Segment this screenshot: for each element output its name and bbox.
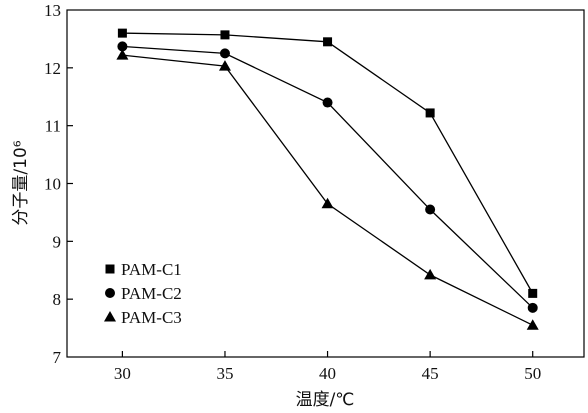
x-tick-label: 35	[216, 364, 233, 383]
y-tick-label: 13	[44, 1, 61, 20]
legend: PAM-C1 PAM-C2 PAM-C3	[104, 260, 182, 327]
y-tick-label: 12	[44, 59, 61, 78]
data-point-circle	[117, 41, 128, 52]
x-axis-ticks: 30 35 40 45 50	[114, 351, 541, 383]
y-axis-ticks: 7 8 9 10 11 12 13	[44, 1, 73, 367]
x-tick-label: 45	[422, 364, 439, 383]
series-line	[122, 32, 534, 294]
series-layer	[116, 28, 539, 330]
y-tick-label: 7	[53, 348, 62, 367]
series-line	[122, 54, 533, 326]
data-point-square	[528, 288, 538, 298]
series-pam-c2	[117, 41, 538, 313]
data-point-circle	[219, 48, 230, 59]
data-point-circle	[425, 204, 436, 215]
data-point-triangle	[424, 268, 437, 280]
legend-label: PAM-C1	[121, 260, 182, 279]
legend-label: PAM-C2	[121, 284, 182, 303]
series-pam-c3	[116, 49, 539, 330]
data-point-square	[425, 108, 435, 118]
data-point-square	[220, 30, 230, 40]
data-point-triangle	[321, 197, 334, 209]
x-tick-label: 50	[524, 364, 541, 383]
y-tick-label: 10	[44, 175, 61, 194]
legend-marker-circle	[105, 288, 115, 298]
data-point-circle	[527, 302, 538, 313]
y-tick-label: 8	[53, 290, 62, 309]
x-tick-label: 40	[319, 364, 336, 383]
series-pam-c1	[117, 28, 538, 298]
y-axis-title: 分子量/10⁶	[11, 140, 31, 225]
legend-label: PAM-C3	[121, 308, 182, 327]
plot-frame	[66, 9, 585, 358]
data-point-square	[323, 37, 333, 47]
data-point-circle	[322, 97, 333, 108]
x-axis-title: 温度/℃	[296, 390, 355, 410]
data-point-triangle	[116, 49, 129, 60]
legend-marker-triangle	[104, 311, 116, 322]
data-point-triangle	[526, 319, 539, 330]
series-line	[122, 45, 534, 309]
y-tick-label: 11	[45, 117, 61, 136]
legend-marker-square	[105, 264, 115, 274]
data-point-triangle	[218, 60, 231, 71]
y-tick-label: 9	[53, 232, 62, 251]
data-point-square	[117, 28, 127, 38]
x-tick-label: 30	[114, 364, 131, 383]
